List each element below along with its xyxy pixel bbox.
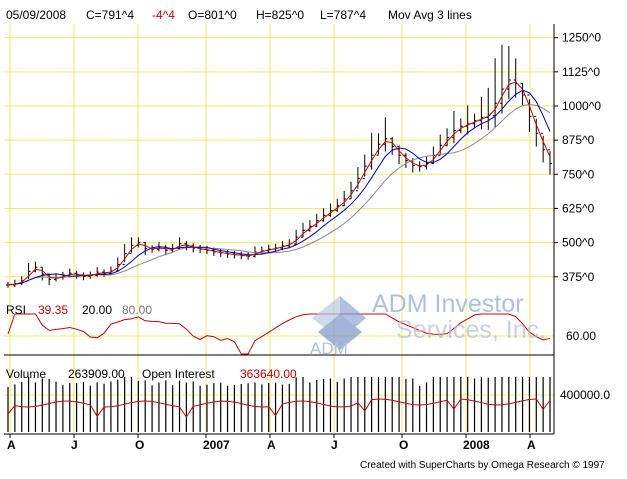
rsi-value: 39.35 bbox=[38, 303, 68, 317]
price-bar bbox=[520, 82, 525, 107]
volume-label: Volume bbox=[6, 367, 46, 381]
price-bar bbox=[506, 46, 511, 100]
open-interest-line bbox=[7, 398, 551, 418]
price-bar bbox=[438, 134, 443, 157]
rsi-label: RSI bbox=[6, 303, 26, 317]
volume-value: 263909.00 bbox=[68, 367, 125, 381]
y-tick-label: 375^0 bbox=[562, 270, 595, 284]
svg-text:RSI 39.35 20.00 80: RSI 39.35 20.00 80.00 bbox=[6, 303, 152, 317]
price-bar bbox=[349, 181, 354, 200]
price-bar bbox=[541, 132, 546, 163]
price-bar bbox=[499, 44, 504, 114]
price-bar bbox=[307, 220, 312, 232]
price-bar bbox=[383, 117, 388, 152]
header-low: L=787^4 bbox=[320, 8, 366, 22]
header-high: H=825^0 bbox=[256, 8, 304, 22]
x-tick-label: J bbox=[331, 438, 338, 452]
price-bar bbox=[328, 203, 333, 217]
header-date: 05/09/2008 bbox=[6, 8, 66, 22]
price-bar bbox=[335, 198, 340, 212]
chart-grid bbox=[4, 24, 555, 438]
y-tick-label: 1250^0 bbox=[562, 31, 601, 45]
price-bar bbox=[40, 266, 45, 281]
price-bar bbox=[390, 137, 395, 155]
moving-average-mid bbox=[7, 89, 551, 286]
price-bar bbox=[527, 94, 532, 133]
header-close: C=791^4 bbox=[86, 8, 134, 22]
date-axis: A J O 2007 A J O 2008 A bbox=[7, 438, 536, 452]
header-change: -4^4 bbox=[152, 8, 175, 22]
price-bar bbox=[143, 241, 148, 255]
price-bar bbox=[451, 110, 456, 144]
price-bar bbox=[424, 156, 429, 170]
y-tick-label: 625^0 bbox=[562, 201, 595, 215]
header-open: O=801^0 bbox=[188, 8, 237, 22]
y-tick-label: 875^0 bbox=[562, 133, 595, 147]
x-tick-label: 2008 bbox=[463, 438, 490, 452]
price-bar bbox=[486, 87, 491, 130]
price-bar bbox=[26, 262, 31, 282]
svg-text:Volume 263909.00 Open: Volume 263909.00 Open Interest 363640.00 bbox=[6, 367, 297, 381]
price-bar bbox=[60, 271, 65, 280]
price-bar bbox=[95, 267, 100, 277]
rsi-lower: 20.00 bbox=[82, 303, 112, 317]
x-tick-label: O bbox=[399, 438, 408, 452]
price-bar bbox=[252, 246, 257, 258]
moving-average-short bbox=[7, 81, 551, 286]
price-bar bbox=[445, 128, 450, 147]
price-bar bbox=[191, 243, 196, 253]
price-bar bbox=[47, 273, 52, 286]
price-bar bbox=[314, 213, 319, 228]
y-tick-label: 500^0 bbox=[562, 236, 595, 250]
price-bar bbox=[321, 208, 326, 222]
volume-axis-tick: 400000.0 bbox=[560, 388, 610, 402]
price-bar bbox=[403, 152, 408, 168]
y-tick-label: 1125^0 bbox=[562, 65, 600, 79]
price-bar bbox=[458, 118, 463, 134]
open-interest-value: 363640.00 bbox=[240, 367, 297, 381]
x-tick-label: A bbox=[267, 438, 276, 452]
rsi-upper: 80.00 bbox=[122, 303, 152, 317]
x-tick-label: A bbox=[527, 438, 536, 452]
svg-text:05/09/2008 C=791^4 -4^: 05/09/2008 C=791^4 -4^4 O=801^0 H=825^0 … bbox=[6, 8, 472, 22]
y-tick-label: 750^0 bbox=[562, 167, 595, 181]
watermark-line-2: Services, Inc. bbox=[396, 316, 546, 344]
x-tick-label: O bbox=[135, 438, 144, 452]
x-tick-label: J bbox=[71, 438, 78, 452]
price-bar bbox=[548, 149, 552, 175]
open-interest-label: Open Interest bbox=[142, 367, 215, 381]
price-bar bbox=[184, 241, 189, 251]
watermark-line-1: ADM Investor bbox=[372, 290, 523, 318]
adm-logo-text: ADM bbox=[310, 339, 348, 358]
x-tick-label: 2007 bbox=[203, 438, 230, 452]
adm-watermark: ADM ADM Investor Services, Inc. bbox=[310, 290, 546, 358]
price-bar bbox=[301, 222, 306, 238]
y-tick-label: 1000^0 bbox=[562, 99, 601, 113]
rsi-axis-tick: 60.00 bbox=[566, 329, 596, 343]
adm-logo-icon bbox=[312, 296, 366, 350]
price-bar bbox=[513, 58, 518, 98]
price-bar bbox=[342, 190, 347, 207]
price-bar bbox=[472, 113, 477, 128]
price-axis: 1250^0 1125^0 1000^0 875^0 750^0 625^0 500^0 37… bbox=[554, 31, 601, 284]
price-bar bbox=[369, 132, 374, 170]
header-study: Mov Avg 3 lines bbox=[388, 8, 472, 22]
price-bar bbox=[397, 145, 402, 165]
price-bar bbox=[376, 133, 381, 156]
x-tick-label: A bbox=[7, 438, 16, 452]
price-bar bbox=[294, 229, 299, 245]
price-bars bbox=[6, 44, 552, 288]
footer-credit: Created with SuperCharts by Omega Resear… bbox=[360, 460, 605, 471]
rsi-line bbox=[7, 313, 551, 355]
